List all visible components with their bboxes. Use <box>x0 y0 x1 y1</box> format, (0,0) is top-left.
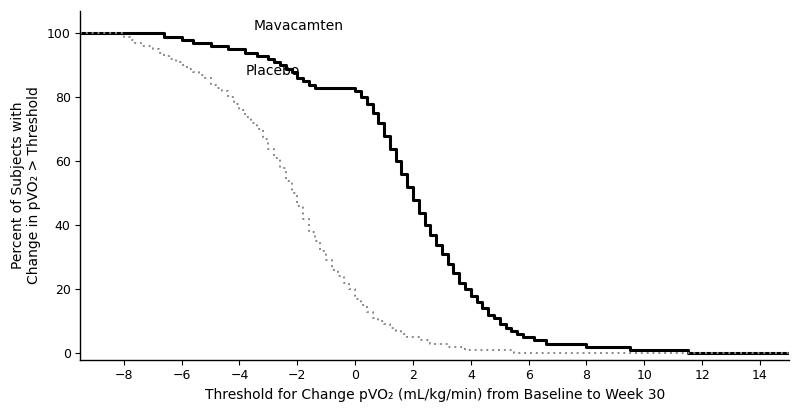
X-axis label: Threshold for Change pVO₂ (mL/kg/min) from Baseline to Week 30: Threshold for Change pVO₂ (mL/kg/min) fr… <box>205 388 665 402</box>
Text: Mavacamten: Mavacamten <box>254 19 344 33</box>
Text: Placebo: Placebo <box>246 64 300 78</box>
Y-axis label: Percent of Subjects with
Change in pVO₂ > Threshold: Percent of Subjects with Change in pVO₂ … <box>11 86 42 284</box>
